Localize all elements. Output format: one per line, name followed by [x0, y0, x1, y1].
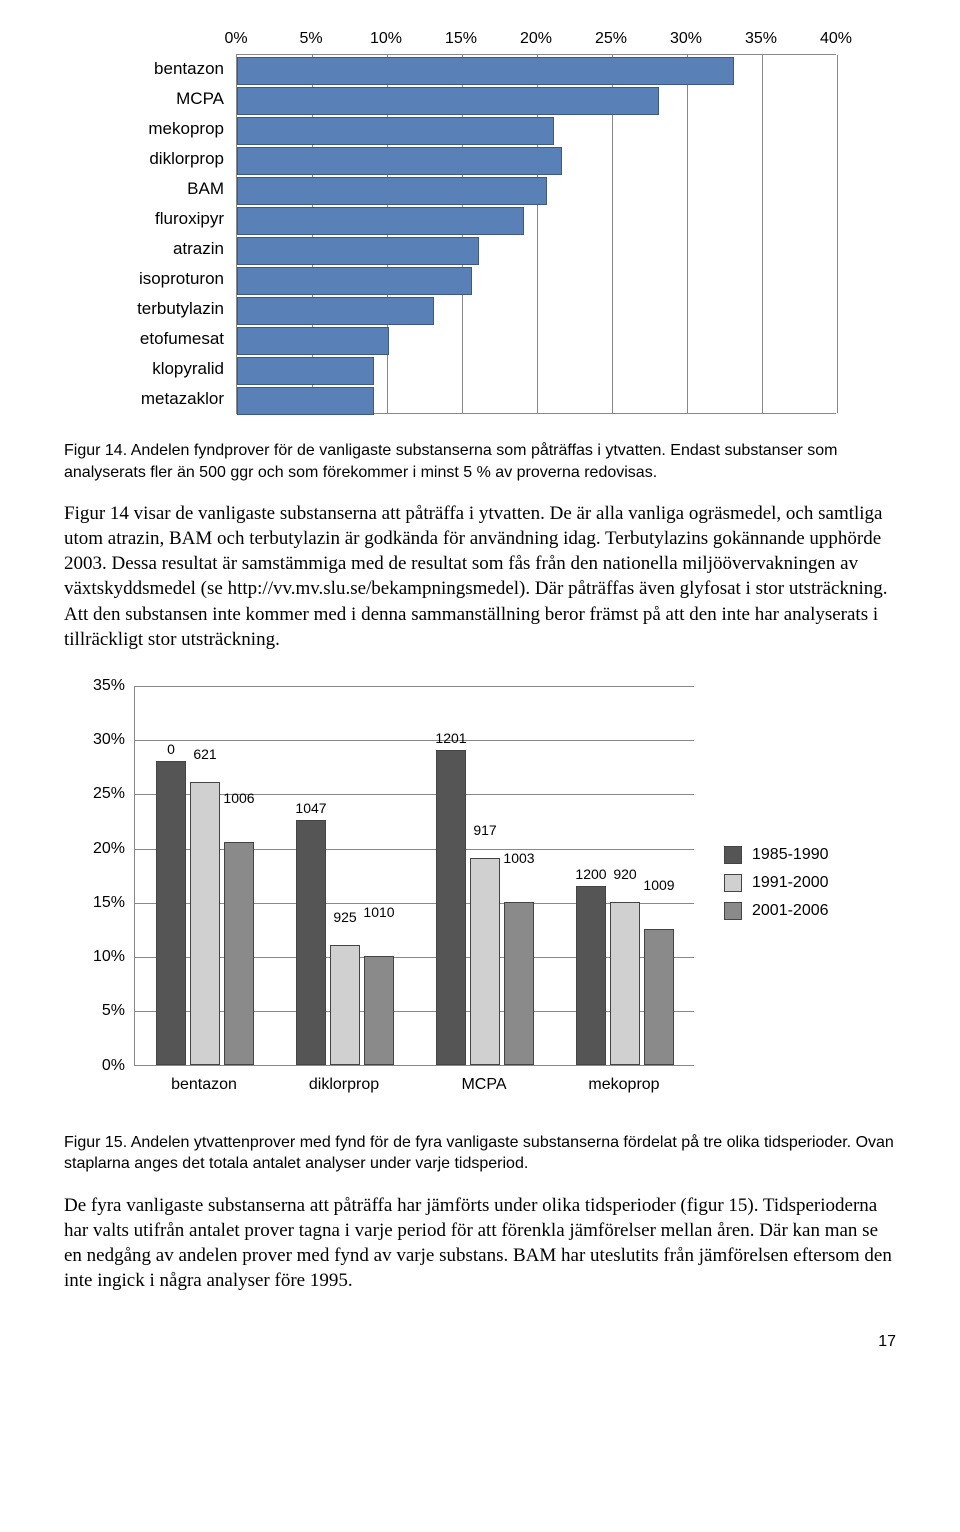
- hbar-bar: [237, 267, 472, 295]
- hbar-xaxis-label: 20%: [520, 30, 552, 48]
- hbar-bar: [237, 387, 374, 415]
- figure-14-caption: Figur 14. Andelen fyndprover för de vanl…: [64, 440, 896, 483]
- hbar-category-label: MCPA: [64, 89, 224, 109]
- hbar-category-label: terbutylazin: [64, 299, 224, 319]
- vchart-bar: [576, 886, 606, 1065]
- page-number: 17: [64, 1333, 896, 1351]
- legend-item: 1985-1990: [724, 846, 829, 864]
- vchart-bar: [644, 929, 674, 1065]
- legend-label: 1985-1990: [752, 846, 829, 864]
- vchart-category-label: mekoprop: [588, 1076, 659, 1094]
- legend-swatch: [724, 846, 742, 864]
- figure-15-caption: Figur 15. Andelen ytvattenprover med fyn…: [64, 1132, 896, 1175]
- hbar-xaxis-label: 25%: [595, 30, 627, 48]
- vchart-yaxis-label: 25%: [85, 785, 125, 803]
- vchart-yaxis-label: 20%: [85, 840, 125, 858]
- vchart-bar-label: 1006: [223, 790, 254, 806]
- vchart-bar-label: 1010: [363, 904, 394, 920]
- hbar-category-label: fluroxipyr: [64, 209, 224, 229]
- hbar-plot-area: [236, 54, 836, 414]
- hbar-bar: [237, 297, 434, 325]
- vchart-bar-label: 1003: [503, 850, 534, 866]
- hbar-bar: [237, 117, 554, 145]
- hbar-bar: [237, 87, 659, 115]
- hbar-bar: [237, 57, 734, 85]
- vchart-bar-label: 1009: [643, 877, 674, 893]
- vchart-bar: [470, 858, 500, 1064]
- vchart-category-label: diklorprop: [309, 1076, 379, 1094]
- vchart-yaxis-label: 35%: [85, 677, 125, 695]
- vchart-category-label: bentazon: [171, 1076, 237, 1094]
- vchart-gridline: [135, 686, 694, 687]
- hbar-bar: [237, 207, 524, 235]
- vchart-bar-label: 621: [193, 746, 216, 762]
- hbar-xaxis-label: 0%: [224, 30, 247, 48]
- vchart-legend: 1985-1990 1991-2000 2001-2006: [724, 836, 829, 930]
- hbar-xaxis-label: 10%: [370, 30, 402, 48]
- legend-label: 1991-2000: [752, 874, 829, 892]
- vchart-yaxis-label: 15%: [85, 894, 125, 912]
- paragraph-2: De fyra vanligaste substanserna att påtr…: [64, 1193, 896, 1293]
- hbar-xaxis-label: 40%: [820, 30, 852, 48]
- hbar-xaxis-label: 30%: [670, 30, 702, 48]
- legend-label: 2001-2006: [752, 902, 829, 920]
- hbar-category-label: metazaklor: [64, 389, 224, 409]
- legend-swatch: [724, 874, 742, 892]
- vchart-yaxis-label: 0%: [85, 1057, 125, 1075]
- hbar-bar: [237, 327, 389, 355]
- hbar-category-label: bentazon: [64, 59, 224, 79]
- vchart-category-label: MCPA: [461, 1076, 506, 1094]
- hbar-gridline: [687, 55, 688, 413]
- hbar-category-label: BAM: [64, 179, 224, 199]
- vchart-gridline: [135, 740, 694, 741]
- hbar-category-label: klopyralid: [64, 359, 224, 379]
- vchart-bar-label: 917: [473, 822, 496, 838]
- vchart-bar: [190, 782, 220, 1064]
- hbar-xaxis-label: 15%: [445, 30, 477, 48]
- vchart-bar: [156, 761, 186, 1065]
- vchart-bar: [610, 902, 640, 1065]
- hbar-xaxis-label: 5%: [299, 30, 322, 48]
- hbar-category-label: mekoprop: [64, 119, 224, 139]
- figure-14-chart: 0% 5% 10% 15% 20% 25% 30% 35% 40% bentazon MCPA mek…: [64, 24, 896, 424]
- hbar-bar: [237, 237, 479, 265]
- vchart-bar: [504, 902, 534, 1065]
- vchart-bar-label: 1200: [575, 866, 606, 882]
- vchart-bar-label: 920: [613, 866, 636, 882]
- figure-15-chart: 0% 5% 10% 15% 20% 25% 30% 35% 0 621 1006 1047 925 101…: [64, 676, 896, 1116]
- hbar-xaxis-label: 35%: [745, 30, 777, 48]
- vchart-bar: [436, 750, 466, 1065]
- hbar-bar: [237, 177, 547, 205]
- hbar-gridline: [837, 55, 838, 413]
- vchart-yaxis-label: 10%: [85, 948, 125, 966]
- vchart-bar-label: 1201: [435, 730, 466, 746]
- legend-swatch: [724, 902, 742, 920]
- vchart-bar-label: 925: [333, 909, 356, 925]
- vchart-yaxis-label: 5%: [85, 1002, 125, 1020]
- vchart-bar: [296, 820, 326, 1064]
- hbar-category-label: etofumesat: [64, 329, 224, 349]
- vchart-bar-label: 1047: [295, 800, 326, 816]
- hbar-bar: [237, 147, 562, 175]
- hbar-bar: [237, 357, 374, 385]
- hbar-gridline: [762, 55, 763, 413]
- vchart-plot-area: 0%5%10%15%20%25%30%35%062110061047925101…: [134, 686, 694, 1066]
- hbar-category-label: diklorprop: [64, 149, 224, 169]
- legend-item: 2001-2006: [724, 902, 829, 920]
- paragraph-1: Figur 14 visar de vanligaste substansern…: [64, 501, 896, 651]
- vchart-bar: [364, 956, 394, 1065]
- vchart-bar-label: 0: [167, 741, 175, 757]
- vchart-bar: [330, 945, 360, 1064]
- vchart-yaxis-label: 30%: [85, 731, 125, 749]
- hbar-category-label: isoproturon: [64, 269, 224, 289]
- vchart-bar: [224, 842, 254, 1065]
- legend-item: 1991-2000: [724, 874, 829, 892]
- hbar-category-label: atrazin: [64, 239, 224, 259]
